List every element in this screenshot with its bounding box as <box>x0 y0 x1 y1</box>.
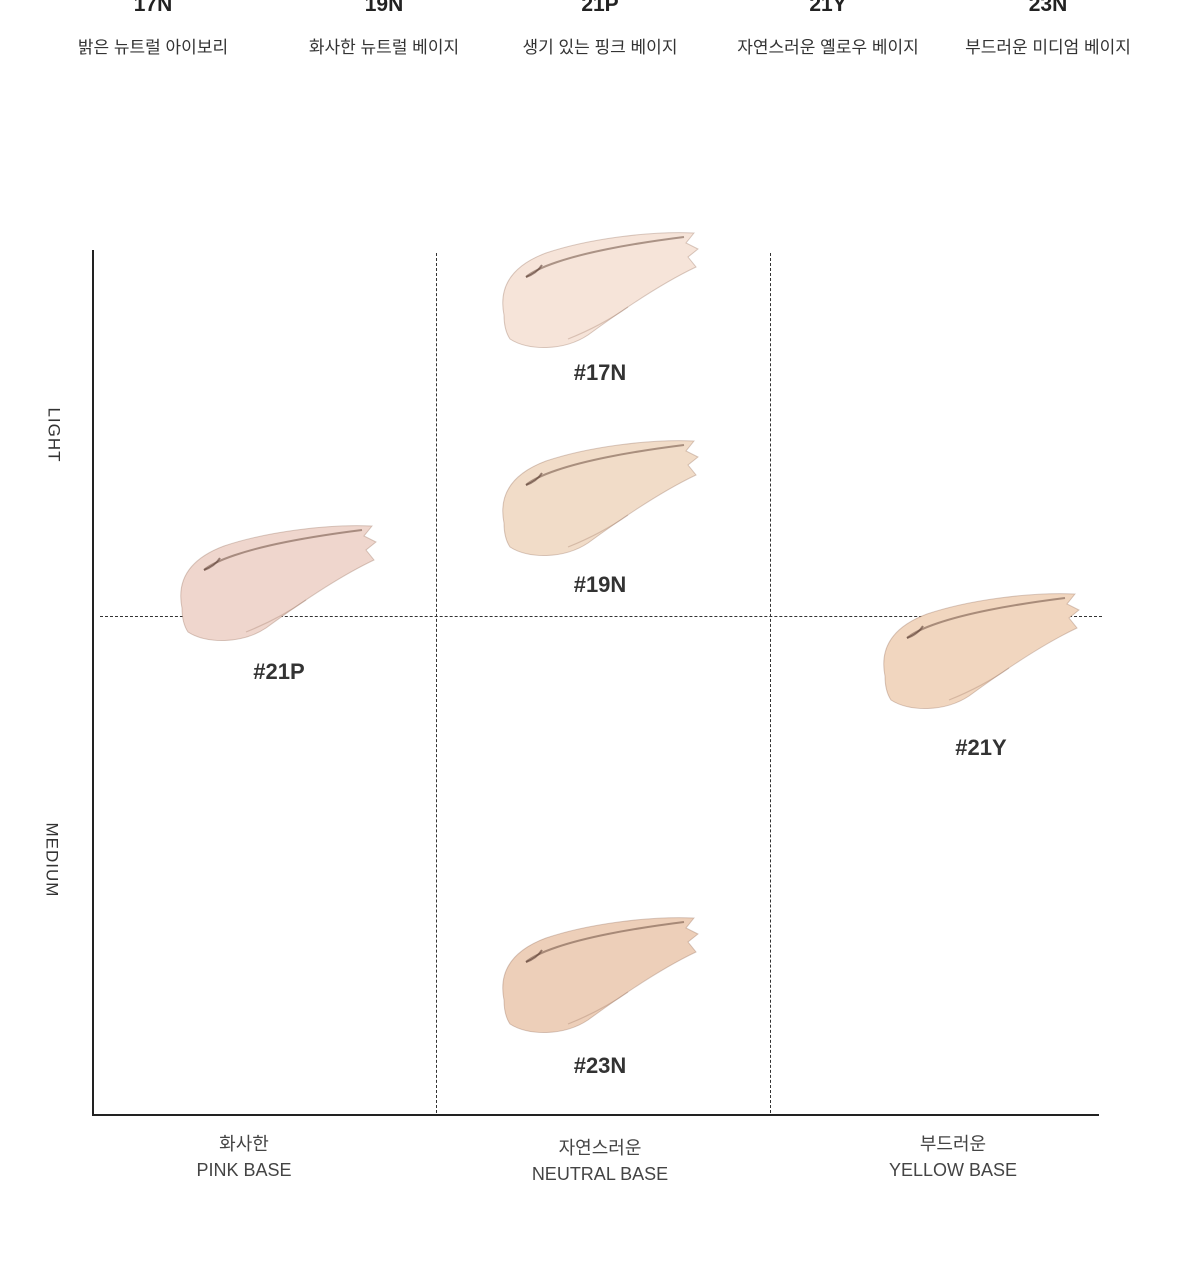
shade-code: 21Y <box>809 0 847 16</box>
x-label-yellow: 부드러운 YELLOW BASE <box>833 1131 1073 1183</box>
x-label-pink: 화사한 PINK BASE <box>124 1131 364 1183</box>
divider-pink-neutral <box>436 253 437 1113</box>
y-axis-line <box>92 250 94 1116</box>
x-label-kr: 부드러운 <box>919 1134 987 1154</box>
shade-header-19n: 19N 화사한 뉴트럴 베이지 <box>264 0 504 58</box>
shade-code: 19N <box>364 0 404 16</box>
shade-header-21p: 21P 생기 있는 핑크 베이지 <box>480 0 720 58</box>
shade-description: 밝은 뉴트럴 아이보리 <box>77 38 229 57</box>
swatch-19n <box>498 435 702 561</box>
shade-description: 부드러운 미디엄 베이지 <box>965 38 1131 57</box>
shade-description: 화사한 뉴트럴 베이지 <box>308 38 460 57</box>
shade-code: 23N <box>1028 0 1068 16</box>
shade-code: 21P <box>581 0 619 16</box>
swatch-17n <box>498 227 702 353</box>
swatch-label-21y: #21Y <box>955 735 1007 760</box>
cream-smear <box>502 232 699 348</box>
y-label-medium: MEDIUM <box>42 822 62 898</box>
x-label-kr: 자연스러운 <box>558 1138 642 1158</box>
cream-smear <box>883 593 1080 709</box>
divider-neutral-yellow <box>770 253 771 1113</box>
shade-description: 생기 있는 핑크 베이지 <box>522 38 678 57</box>
cream-smear <box>180 525 377 641</box>
swatch-label-21p: #21P <box>253 659 305 684</box>
swatch-21p <box>176 520 380 646</box>
swatch-label-23n: #23N <box>573 1053 627 1078</box>
cream-smear <box>502 440 699 556</box>
shade-header-21y: 21Y 자연스러운 옐로우 베이지 <box>708 0 948 58</box>
swatch-21y <box>879 588 1083 714</box>
x-axis-line <box>92 1114 1099 1116</box>
cream-smear <box>502 917 699 1033</box>
shade-header-17n: 17N 밝은 뉴트럴 아이보리 <box>33 0 273 58</box>
shade-header-23n: 23N 부드러운 미디엄 베이지 <box>928 0 1168 58</box>
shade-description: 자연스러운 옐로우 베이지 <box>737 38 919 57</box>
x-label-en: PINK BASE <box>196 1160 292 1180</box>
swatch-23n <box>498 912 702 1038</box>
divider-light-medium <box>100 616 1102 617</box>
x-label-neutral: 자연스러운 NEUTRAL BASE <box>480 1135 720 1187</box>
y-label-light: LIGHT <box>44 407 64 463</box>
x-label-en: NEUTRAL BASE <box>531 1164 669 1184</box>
swatch-label-17n: #17N <box>573 360 627 385</box>
x-label-kr: 화사한 <box>219 1134 269 1154</box>
swatch-label-19n: #19N <box>573 572 627 597</box>
shade-code: 17N <box>133 0 173 16</box>
x-label-en: YELLOW BASE <box>888 1160 1018 1180</box>
